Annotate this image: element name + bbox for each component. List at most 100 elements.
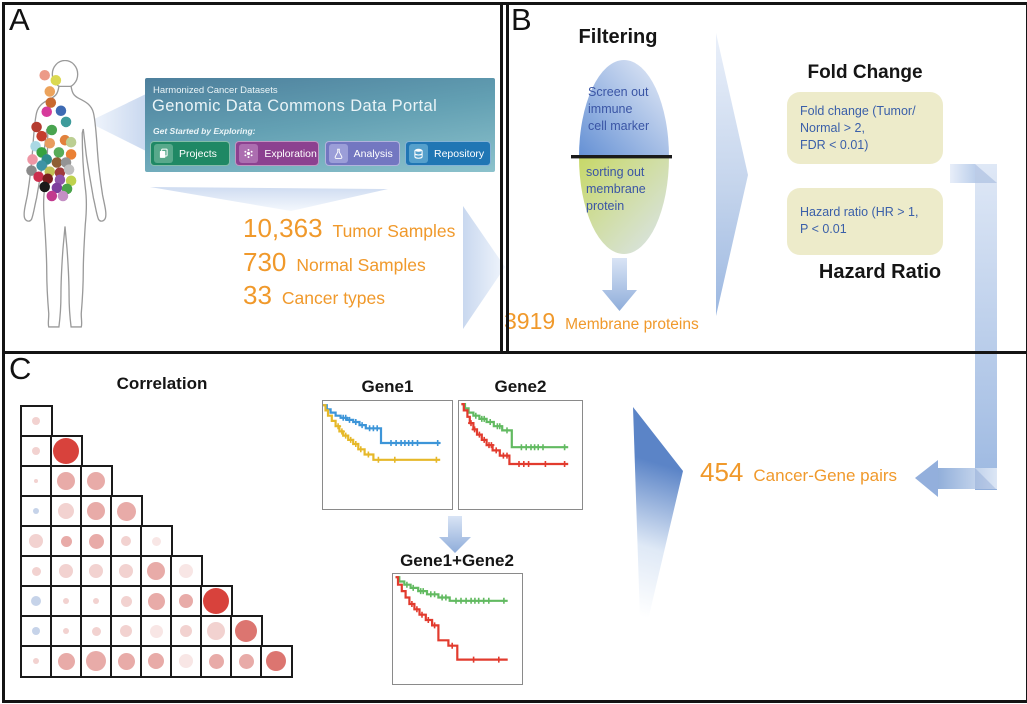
corr-cell-r5c5 [140,525,173,558]
corr-dot [87,472,106,491]
corr-cell-r8c8 [230,615,263,648]
stat-value: 10,363 [243,213,323,243]
corr-dot [32,447,41,456]
corr-dot [207,622,226,641]
stat-tumor-samples: 10,363 Tumor Samples [243,213,455,244]
corr-dot [34,479,39,484]
panel-b-label: B [511,2,532,37]
stat-cancer-types: 33 Cancer types [243,280,385,311]
gdc-button-analysis[interactable]: Analysis [324,141,400,166]
corr-dot [58,503,75,520]
corr-cell-r8c1 [20,615,53,648]
panel-c-border [2,351,1027,703]
gdc-subtitle: Get Started by Exploring: [153,126,256,136]
corr-cell-r4c4 [110,495,143,528]
gdc-button-projects[interactable]: Projects [150,141,230,166]
corr-dot [33,508,40,515]
corr-dot [91,626,101,636]
human-body-figure [23,60,107,328]
gdc-button-label: Projects [179,147,217,160]
gdc-button-repository[interactable]: Repository [404,141,491,166]
corr-cell-r1c1 [20,405,53,438]
corr-dot [88,533,104,549]
correlation-title: Correlation [116,374,208,393]
corr-dot [116,501,136,521]
gdc-button-label: Analysis [353,147,393,160]
corr-dot [86,651,107,672]
corr-cell-r9c1 [20,645,53,678]
corr-dot [29,534,44,549]
corr-dot [179,654,194,669]
burst-icon [239,144,259,163]
flow-arrow-card-to-body [88,94,146,151]
panel-c-label: C [9,351,32,386]
stat-label: Normal Samples [296,255,426,275]
corr-dot [179,594,194,609]
corr-cell-r9c8 [230,645,263,678]
stat-value: 33 [243,280,272,310]
panel-a-label: A [9,2,30,37]
flow-arrow-km-to-result [633,407,683,650]
filtering-title: Filtering [578,26,658,48]
gene1-survival-plot [322,400,453,510]
km-curves-gene1 [323,404,441,463]
corr-cell-r9c9 [260,645,293,678]
corr-dot [151,536,161,546]
corr-dot [63,598,70,605]
corr-dot [57,472,76,491]
stat-value: 730 [243,247,287,277]
corr-cell-r5c1 [20,525,53,558]
corr-dot [59,564,74,579]
stat-value: 3919 [504,308,556,334]
stat-label: Membrane proteins [565,316,699,333]
corr-dot [147,592,165,610]
corr-dot [31,566,41,576]
corr-dot [93,598,100,605]
flow-arrow-filter-to-criteria [716,33,748,316]
gene2-survival-plot [458,400,583,510]
gdc-button-exploration[interactable]: Exploration [235,141,320,166]
flask-icon [328,144,348,163]
stat-value: 454 [700,457,744,487]
corr-cell-r8c2 [50,615,83,648]
cancer-type-dots [26,69,77,202]
gene2-title: Gene2 [494,377,547,396]
corr-cell-r7c5 [140,585,173,618]
fold-change-criteria-box: Fold change (Tumor/ Normal > 2, FDR < 0.… [787,92,943,164]
stat-membrane-proteins: 3919 Membrane proteins [504,308,699,335]
flow-arrow-funnel-down [602,258,637,311]
corr-dot [60,535,72,547]
gdc-button-row: Projects Exploration Analysis Repository [150,141,491,166]
combined-title: Gene1+Gene2 [400,551,514,570]
flow-arrow-genes-down [439,516,471,553]
stat-label: Cancer types [281,288,386,308]
panel-b-border [500,2,1027,354]
corr-dot [117,652,135,670]
flow-pipe-vertical [975,164,997,490]
corr-cell-r5c2 [50,525,83,558]
corr-dot [208,653,224,669]
flow-pipe-arm [936,468,997,489]
corr-cell-r2c2 [50,435,83,468]
funnel-top-text: Screen out immune cell marker [588,85,650,133]
flow-pipe-fold-top [975,164,997,183]
stat-label: Cancer-Gene pairs [753,466,898,485]
corr-dot [57,652,75,670]
hazard-ratio-title: Hazard Ratio [818,261,942,283]
flow-arrow-panel-a-to-b [463,206,505,329]
corr-dot [148,653,165,670]
corr-dot [238,653,254,669]
corr-dot [179,564,194,579]
flow-pipe-stub [950,164,977,183]
corr-dot [203,588,230,615]
corr-dot [53,438,80,465]
corr-cell-r6c6 [170,555,203,588]
corr-cell-r9c2 [50,645,83,678]
corr-dot [87,502,106,521]
gdc-title: Genomic Data Commons Data Portal [152,97,438,115]
corr-dot [266,651,287,672]
